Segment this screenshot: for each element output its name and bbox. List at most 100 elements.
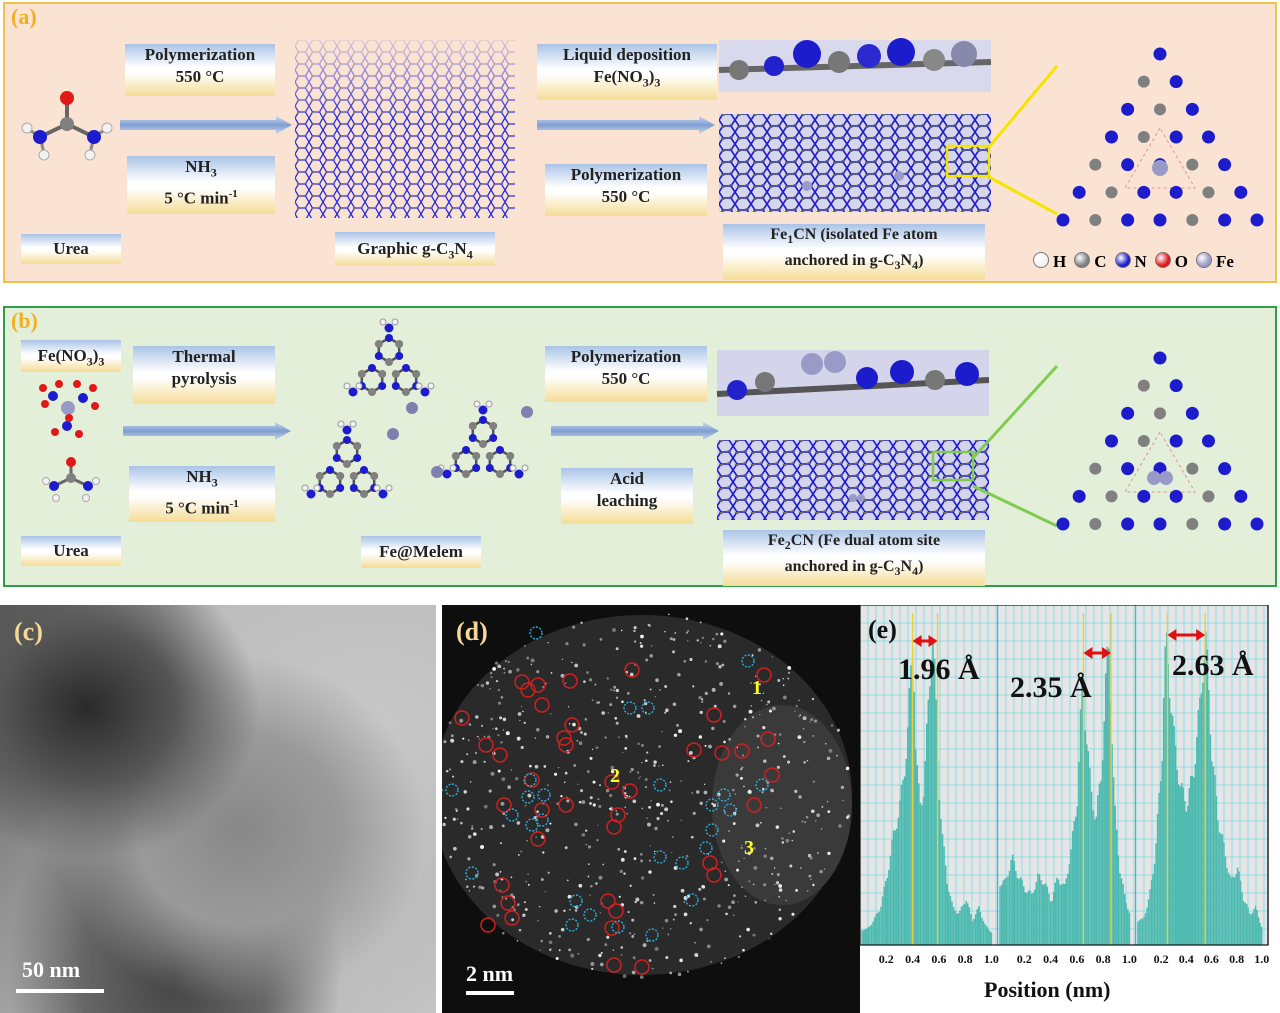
profile-bar bbox=[1165, 632, 1168, 945]
profile-bar bbox=[1128, 912, 1131, 945]
profile-bar bbox=[1060, 884, 1063, 945]
profile-bar bbox=[1223, 842, 1225, 945]
profile-bar bbox=[878, 911, 881, 945]
nitrogen-atom bbox=[1121, 102, 1135, 116]
profile-bar bbox=[867, 927, 870, 945]
profile-bar bbox=[970, 914, 972, 945]
nitrogen-atom bbox=[1056, 517, 1070, 531]
dual-atom-marker bbox=[500, 895, 516, 911]
x-tick-label: 0.8 bbox=[1096, 952, 1111, 966]
nitrogen-atom bbox=[1153, 47, 1167, 61]
profile-bar bbox=[883, 886, 885, 945]
single-atom-marker bbox=[505, 808, 519, 822]
profile-bar bbox=[897, 817, 900, 945]
profile-bar bbox=[1202, 682, 1204, 945]
profile-bar bbox=[1119, 873, 1121, 945]
profile-bar bbox=[1221, 834, 1224, 945]
fe-atom bbox=[406, 402, 418, 414]
arrow-a1 bbox=[120, 116, 292, 134]
profile-bar bbox=[889, 855, 892, 945]
profile-bar bbox=[899, 800, 901, 945]
profile-bar bbox=[1011, 854, 1014, 945]
nitrogen-atom bbox=[1218, 462, 1232, 476]
profile-bar bbox=[1030, 893, 1033, 945]
profile-bar bbox=[989, 931, 991, 945]
single-atom-marker bbox=[653, 778, 667, 792]
profile-bar bbox=[1239, 880, 1242, 945]
profile-bar bbox=[1084, 730, 1086, 945]
fe2cn-label: Fe2CN (Fe dual atom site anchored in g-C… bbox=[723, 530, 985, 586]
profile-bar bbox=[1100, 780, 1102, 945]
x-tick-label: 0.6 bbox=[931, 952, 946, 966]
fe-atom bbox=[387, 428, 399, 440]
profile-bar bbox=[941, 834, 944, 945]
profile-bar bbox=[1015, 871, 1017, 945]
profile-bar bbox=[862, 930, 865, 945]
profile-bar bbox=[913, 691, 915, 945]
profile-bar bbox=[1174, 745, 1177, 945]
dual-atom-marker bbox=[556, 730, 572, 746]
carbon-atom bbox=[1137, 435, 1150, 447]
dual-atom-marker bbox=[756, 667, 772, 683]
carbon-atom bbox=[1089, 214, 1102, 226]
profile-bar bbox=[1022, 886, 1025, 945]
profile-bar bbox=[1076, 806, 1079, 945]
profile-bar bbox=[1067, 873, 1069, 945]
profile-bar bbox=[1018, 878, 1020, 945]
step-nh3-b: NH3 5 °C min-1 bbox=[129, 466, 275, 522]
profile-bar bbox=[962, 905, 964, 945]
profile-bar bbox=[1220, 833, 1222, 945]
dual-atom-marker bbox=[734, 743, 750, 759]
carbon-atom bbox=[1105, 186, 1118, 199]
scale-line-d bbox=[466, 991, 514, 995]
profile-bar bbox=[1008, 870, 1011, 945]
profile-bar bbox=[1196, 736, 1198, 945]
profile-bar bbox=[1168, 698, 1171, 945]
profile-bar bbox=[1259, 922, 1261, 945]
profile-bar bbox=[982, 921, 985, 945]
site-label-1: 1 bbox=[752, 677, 762, 699]
fe-atom bbox=[521, 406, 533, 418]
dual-atom-marker bbox=[520, 682, 536, 698]
nitrogen-atom bbox=[1105, 434, 1118, 448]
single-atom-marker bbox=[741, 654, 755, 668]
nitrogen-atom bbox=[1218, 213, 1232, 227]
nitrogen-atom bbox=[1250, 213, 1264, 227]
profile-bar bbox=[968, 907, 971, 945]
single-atom-marker bbox=[523, 773, 537, 787]
profile-bar bbox=[902, 779, 904, 945]
single-atom-marker bbox=[705, 823, 719, 837]
profile-bar bbox=[872, 921, 874, 945]
profile-bar bbox=[861, 930, 863, 945]
profile-bar bbox=[908, 688, 911, 945]
single-atom-marker bbox=[529, 626, 543, 640]
profile-bar bbox=[1185, 811, 1187, 945]
arrow-head bbox=[1196, 629, 1206, 641]
nitrogen-atom bbox=[1169, 379, 1183, 393]
profile-bar bbox=[900, 784, 903, 945]
profile-bar bbox=[1054, 882, 1057, 945]
profile-bar bbox=[955, 913, 958, 945]
x-tick-label: 0.2 bbox=[1017, 952, 1032, 966]
dual-atom-marker bbox=[706, 707, 722, 723]
profile-bar bbox=[985, 926, 988, 945]
atom-legend: H C N O Fe bbox=[1033, 252, 1273, 276]
nitrogen-atom bbox=[1153, 351, 1167, 365]
fe1cn-side-view bbox=[718, 38, 992, 92]
panel-e-label: (e) bbox=[868, 615, 897, 644]
profile-bar bbox=[1101, 760, 1104, 945]
profile-bar bbox=[1034, 889, 1036, 945]
carbon-atom bbox=[1186, 158, 1199, 171]
tem-image: (c) 50 nm bbox=[0, 605, 436, 1013]
fe-atom bbox=[1152, 160, 1168, 176]
profile-bar bbox=[1043, 884, 1045, 945]
x-tick-label: 1.0 bbox=[1122, 952, 1137, 966]
profile-bar bbox=[1103, 721, 1105, 945]
dual-atom-marker bbox=[714, 745, 730, 761]
profile-bar bbox=[1027, 890, 1030, 945]
legend-item-n: N bbox=[1114, 252, 1147, 271]
nitrogen-atom bbox=[1234, 185, 1248, 199]
profile-bar bbox=[1251, 912, 1254, 945]
arrow-head bbox=[1083, 647, 1093, 659]
profile-bar bbox=[1141, 918, 1144, 945]
